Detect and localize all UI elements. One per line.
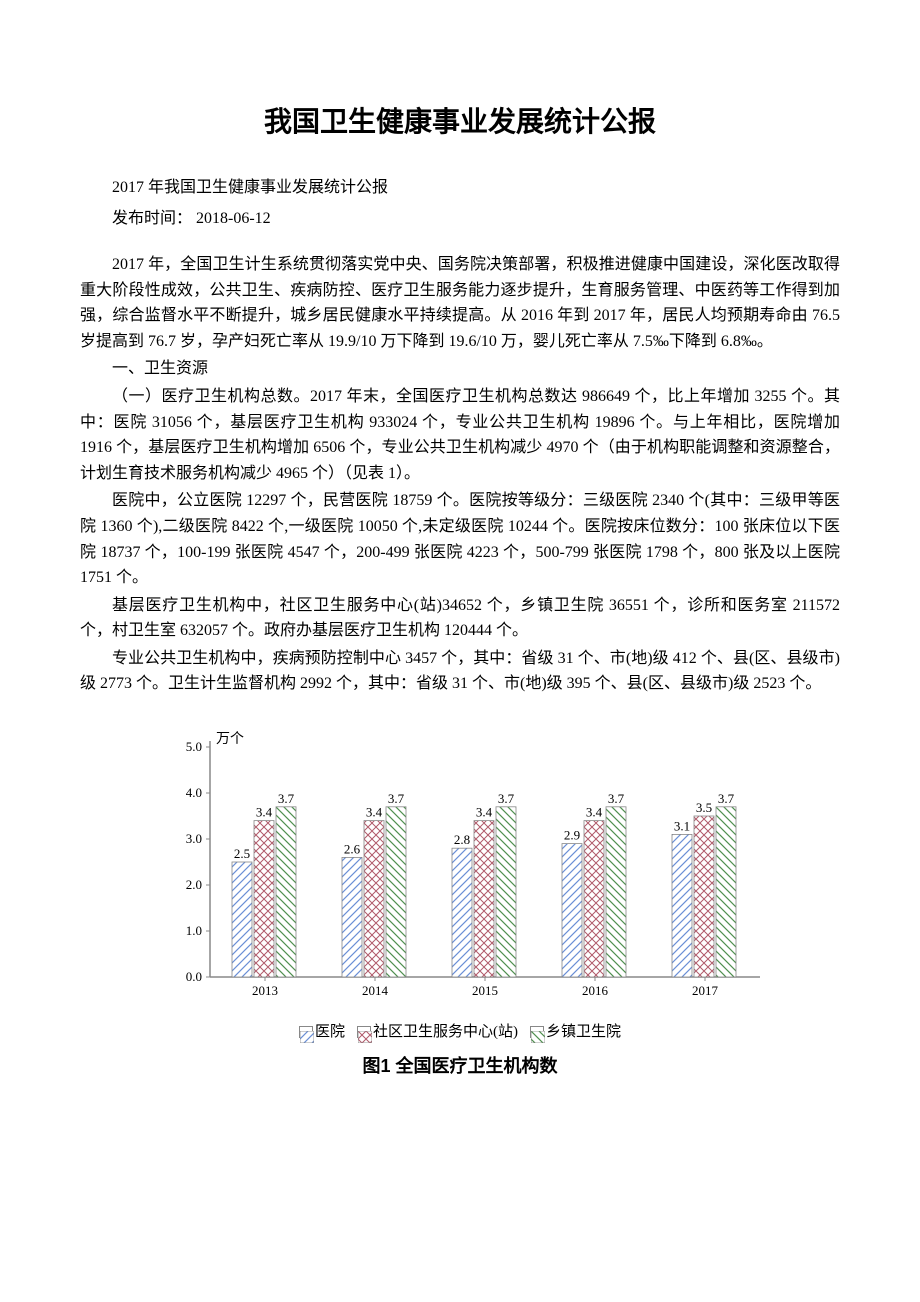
svg-text:3.7: 3.7: [718, 791, 735, 806]
svg-text:2016: 2016: [582, 983, 609, 998]
svg-text:2014: 2014: [362, 983, 389, 998]
svg-text:2.8: 2.8: [454, 832, 470, 847]
svg-text:2017: 2017: [692, 983, 719, 998]
chart-container: 0.0 1.0 2.0 3.0 4.0 5.0 万个 2.5 3.4 3.7 2013 2.6 3.4 3…: [140, 727, 780, 1080]
doc-title: 我国卫生健康事业发展统计公报: [80, 100, 840, 145]
para-2: （一）医疗卫生机构总数。2017 年末，全国医疗卫生机构总数达 986649 个…: [80, 384, 840, 486]
svg-text:2.0: 2.0: [186, 877, 202, 892]
legend-swatch: [299, 1026, 313, 1038]
svg-text:3.7: 3.7: [498, 791, 515, 806]
legend-swatch: [357, 1026, 371, 1038]
para-3: 医院中，公立医院 12297 个，民营医院 18759 个。医院按等级分：三级医…: [80, 488, 840, 590]
svg-text:3.1: 3.1: [674, 818, 690, 833]
legend-item: 社区卫生服务中心(站): [357, 1024, 518, 1040]
section-heading-1: 一、卫生资源: [80, 356, 840, 382]
doc-subtitle: 2017 年我国卫生健康事业发展统计公报: [80, 175, 840, 201]
para-4: 基层医疗卫生机构中，社区卫生服务中心(站)34652 个，乡镇卫生院 36551…: [80, 593, 840, 644]
svg-text:3.0: 3.0: [186, 831, 202, 846]
svg-text:3.4: 3.4: [256, 805, 273, 820]
svg-text:5.0: 5.0: [186, 739, 202, 754]
svg-text:3.4: 3.4: [366, 805, 383, 820]
svg-text:0.0: 0.0: [186, 969, 202, 984]
svg-text:2013: 2013: [252, 983, 278, 998]
svg-text:2.6: 2.6: [344, 841, 361, 856]
svg-text:2.9: 2.9: [564, 828, 580, 843]
svg-text:3.5: 3.5: [696, 800, 712, 815]
para-intro: 2017 年，全国卫生计生系统贯彻落实党中央、国务院决策部署，积极推进健康中国建…: [80, 252, 840, 354]
svg-text:3.4: 3.4: [586, 805, 603, 820]
chart-legend: 医院社区卫生服务中心(站) 乡镇卫生院: [140, 1020, 780, 1044]
svg-text:1.0: 1.0: [186, 923, 202, 938]
bar-chart: 0.0 1.0 2.0 3.0 4.0 5.0 万个 2.5 3.4 3.7 2013 2.6 3.4 3…: [140, 727, 780, 1007]
svg-text:3.7: 3.7: [608, 791, 625, 806]
svg-text:4.0: 4.0: [186, 785, 202, 800]
svg-text:3.7: 3.7: [388, 791, 405, 806]
legend-item: 乡镇卫生院: [530, 1024, 621, 1040]
svg-text:3.4: 3.4: [476, 805, 493, 820]
svg-text:万个: 万个: [216, 731, 244, 747]
svg-text:3.7: 3.7: [278, 791, 295, 806]
legend-swatch: [530, 1026, 544, 1038]
legend-item: 医院: [299, 1024, 345, 1040]
chart-title: 图1 全国医疗卫生机构数: [140, 1052, 780, 1081]
svg-text:2.5: 2.5: [234, 846, 250, 861]
svg-text:2015: 2015: [472, 983, 498, 998]
para-5: 专业公共卫生机构中，疾病预防控制中心 3457 个，其中：省级 31 个、市(地…: [80, 646, 840, 697]
doc-pubdate: 发布时间： 2018-06-12: [80, 206, 840, 232]
